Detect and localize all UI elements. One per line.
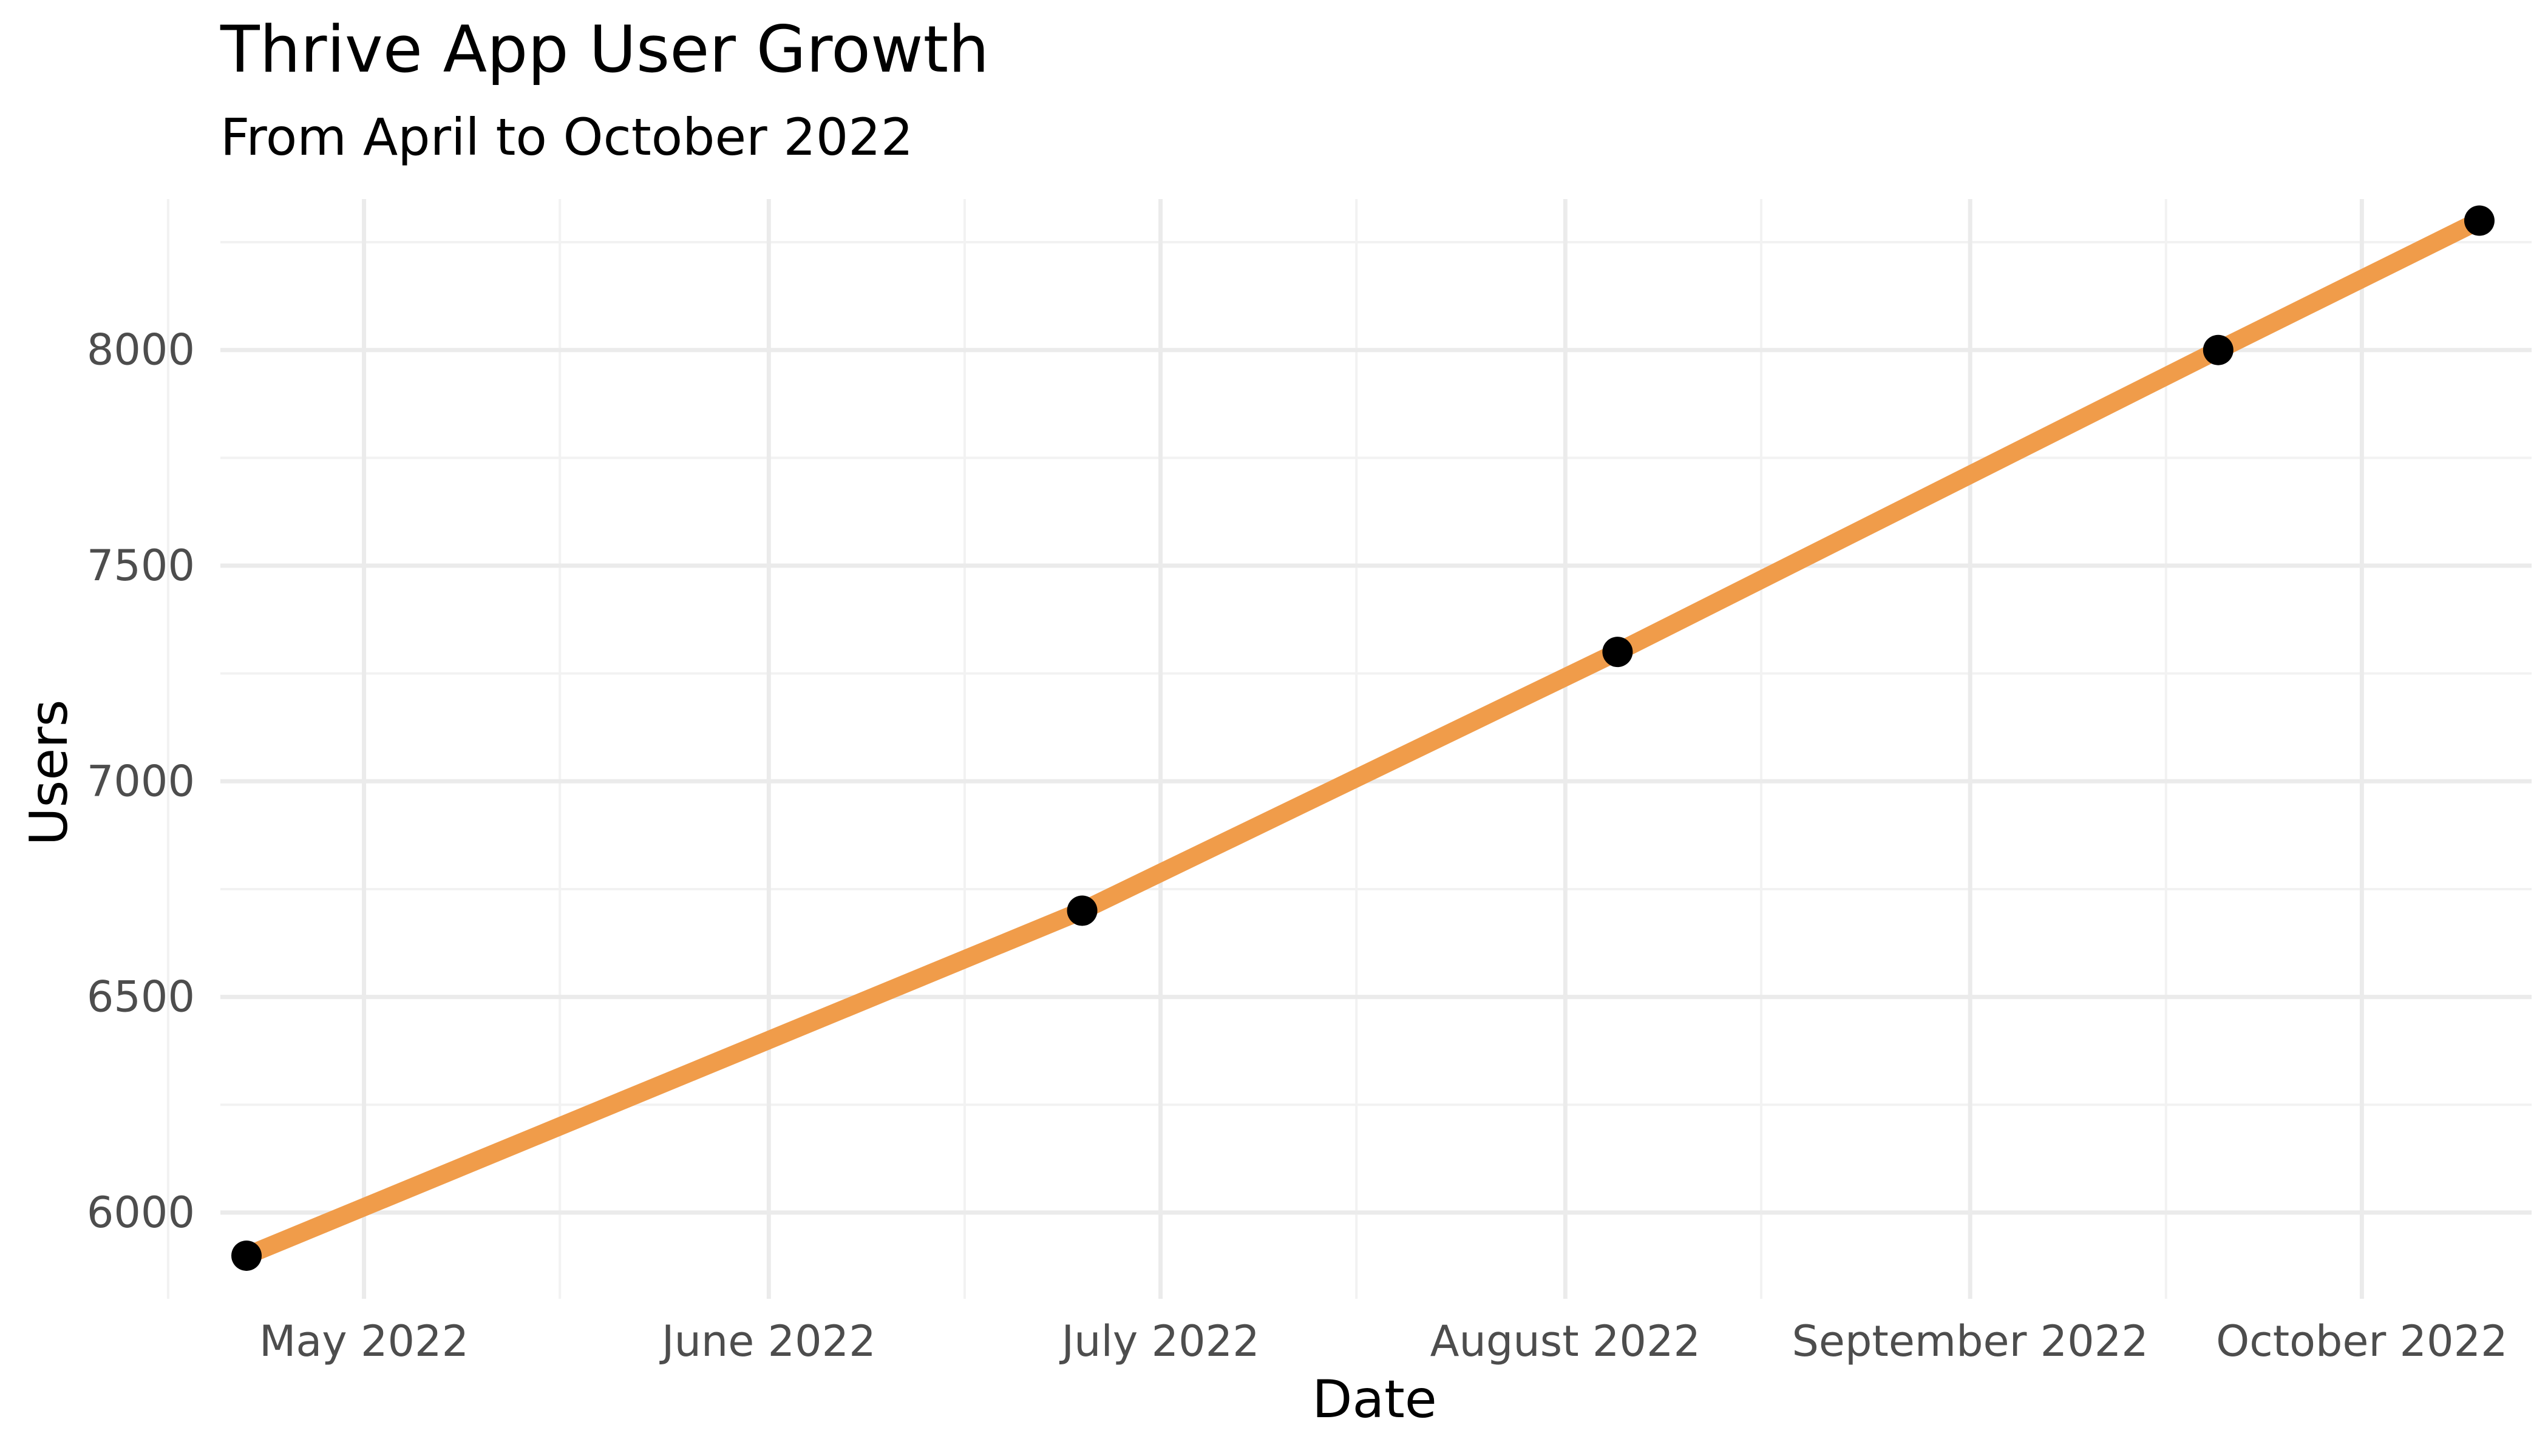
y-tick-label: 7000 [87,756,195,806]
series-line [243,212,2484,1264]
data-point [1602,637,1633,668]
data-point [2203,334,2234,365]
x-tick-label: May 2022 [259,1316,469,1366]
y-tick-label: 8000 [87,325,195,375]
y-tick-label: 7500 [87,541,195,591]
y-axis-ticks: 6000 6500 7000 7500 8000 [87,325,195,1238]
data-point [2464,205,2495,236]
x-axis-title: Date [1312,1369,1437,1430]
data-point [231,1240,262,1271]
data-point [1067,895,1098,926]
chart-subtitle: From April to October 2022 [220,107,913,167]
chart-title: Thrive App User Growth [220,12,989,87]
y-axis-title: Users [19,700,80,846]
y-tick-label: 6000 [87,1188,195,1238]
x-axis-ticks: May 2022 June 2022 July 2022 August 2022 Sep… [259,1316,2508,1366]
x-tick-label: September 2022 [1792,1316,2148,1366]
x-tick-label: June 2022 [659,1316,876,1366]
points-layer [231,205,2495,1271]
x-tick-label: August 2022 [1430,1316,1700,1366]
major-gridlines [220,199,2532,1299]
x-tick-label: July 2022 [1059,1316,1259,1366]
series-layer [243,212,2484,1264]
x-tick-label: October 2022 [2216,1316,2508,1366]
y-tick-label: 6500 [87,972,195,1022]
